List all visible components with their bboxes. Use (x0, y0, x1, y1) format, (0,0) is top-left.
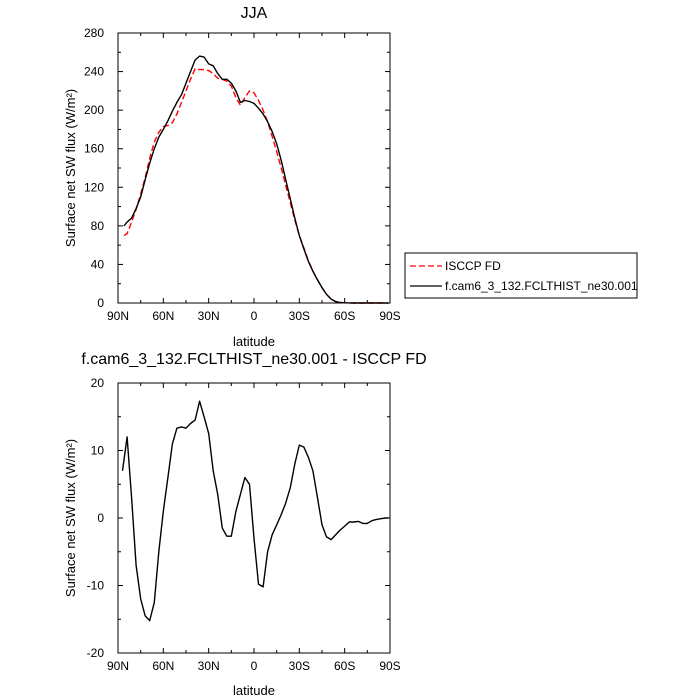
bottom-x-tick-label: 30N (198, 659, 220, 673)
top-y-tick-label: 80 (91, 219, 105, 233)
bottom-x-axis-label: latitude (233, 683, 275, 698)
bottom-plot-area (117, 382, 391, 654)
bottom-y-tick-label: 20 (91, 376, 105, 390)
legend: ISCCP FD f.cam6_3_132.FCLTHIST_ne30.001 (404, 252, 638, 299)
top-y-axis-label: Surface net SW flux (W/m²) (63, 89, 78, 247)
bottom-x-tick-label: 30S (289, 659, 310, 673)
top-x-tick-label: 60N (152, 309, 174, 323)
top-series-line-1 (123, 55, 389, 304)
top-panel: JJA 90N 60N 30N 0 30S 60S 90S 0 40 80 120 160 200 24… (63, 5, 638, 349)
top-chart-title: JJA (241, 5, 268, 22)
top-y-tick-labels: 0 40 80 120 160 200 240 280 (84, 26, 104, 310)
bottom-x-tick-label: 90N (107, 659, 129, 673)
legend-box (404, 252, 638, 299)
top-x-tick-label: 90N (107, 309, 129, 323)
top-x-tick-label: 60S (334, 309, 355, 323)
bottom-y-tick-label: 0 (97, 511, 104, 525)
top-y-tick-label: 40 (91, 257, 105, 271)
bottom-y-tick-labels: -20 -10 0 10 20 (87, 376, 105, 660)
bottom-panel: f.cam6_3_132.FCLTHIST_ne30.001 - ISCCP F… (63, 351, 427, 698)
top-x-tick-labels: 90N 60N 30N 0 30S 60S 90S (107, 309, 401, 323)
bottom-chart-title: f.cam6_3_132.FCLTHIST_ne30.001 - ISCCP F… (81, 351, 426, 368)
bottom-x-tick-labels: 90N 60N 30N 0 30S 60S 90S (107, 659, 401, 673)
top-y-tick-label: 160 (84, 142, 104, 156)
top-x-tick-label: 0 (251, 309, 258, 323)
legend-label-isccp: ISCCP FD (445, 259, 501, 273)
top-y-tick-label: 280 (84, 26, 104, 40)
bottom-x-tick-label: 90S (379, 659, 400, 673)
top-y-tick-label: 0 (97, 296, 104, 310)
top-x-tick-label: 30S (289, 309, 310, 323)
top-y-tick-label: 240 (84, 65, 104, 79)
top-frame (117, 32, 391, 304)
bottom-y-tick-label: -20 (87, 646, 105, 660)
bottom-x-tick-label: 60N (152, 659, 174, 673)
top-y-tick-label: 120 (84, 180, 104, 194)
top-y-tick-label: 200 (84, 103, 104, 117)
top-series-line-0 (123, 67, 389, 304)
legend-label-cam6: f.cam6_3_132.FCLTHIST_ne30.001 (445, 279, 638, 293)
bottom-y-tick-label: -10 (87, 579, 105, 593)
top-x-tick-label: 90S (379, 309, 400, 323)
bottom-frame (117, 382, 391, 654)
top-x-axis-label: latitude (233, 334, 275, 349)
bottom-y-axis-label: Surface net SW flux (W/m²) (63, 439, 78, 597)
top-plot-area (117, 32, 391, 304)
top-x-tick-label: 30N (198, 309, 220, 323)
bottom-series-line-0 (121, 400, 389, 622)
bottom-x-tick-label: 60S (334, 659, 355, 673)
bottom-y-tick-label: 10 (91, 444, 105, 458)
bottom-x-tick-label: 0 (251, 659, 258, 673)
